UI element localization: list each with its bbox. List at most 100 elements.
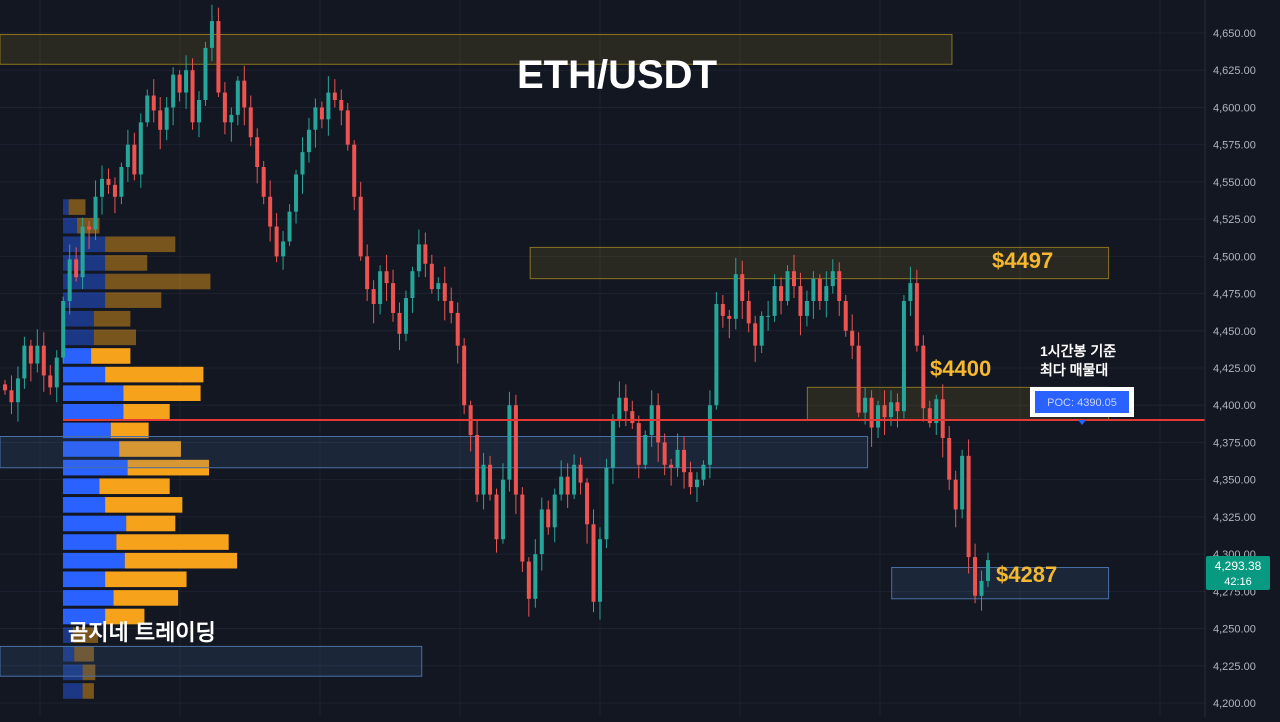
candle-body xyxy=(746,301,751,324)
price-tick-label: 4,425.00 xyxy=(1213,363,1256,375)
candlesticks xyxy=(2,4,991,620)
candle-body xyxy=(371,289,376,304)
candle-body xyxy=(830,271,835,287)
candle-body xyxy=(914,283,919,346)
candle-body xyxy=(242,80,247,108)
candle-body xyxy=(28,345,33,364)
price-tick-label: 4,475.00 xyxy=(1213,289,1256,301)
candle-body xyxy=(656,405,661,443)
candle-body xyxy=(876,405,881,428)
candle-body xyxy=(520,494,525,562)
poc-label-box[interactable]: POC: 4390.05 xyxy=(1030,387,1134,425)
candle-body xyxy=(442,283,447,301)
vp-buy-bar xyxy=(63,441,120,457)
vp-sell-bar xyxy=(123,403,170,420)
vp-sell-bar xyxy=(124,552,238,569)
price-tick-label: 4,450.00 xyxy=(1213,326,1256,338)
candle-body xyxy=(856,345,861,413)
zone-range xyxy=(0,645,423,677)
vp-buy-bar xyxy=(63,310,94,327)
candle-body xyxy=(15,378,20,403)
candle-body xyxy=(960,455,965,510)
vp-buy-bar xyxy=(63,590,114,606)
candle-body xyxy=(61,301,66,358)
vp-sell-bar xyxy=(105,608,145,625)
candle-body xyxy=(766,315,771,317)
candle-body xyxy=(171,74,176,108)
current-price-tag[interactable]: 4,293.38 42:16 xyxy=(1206,556,1270,590)
candle-body xyxy=(222,92,227,123)
candle-body xyxy=(513,405,518,495)
candle-body xyxy=(869,397,874,428)
candle-body xyxy=(882,405,887,418)
vp-sell-bar xyxy=(91,348,131,364)
candle-body xyxy=(850,330,855,346)
vp-sell-bar xyxy=(93,329,137,346)
candle-body xyxy=(35,345,40,364)
vp-buy-bar xyxy=(63,385,124,401)
candle-body xyxy=(9,390,14,403)
price-axis[interactable]: 4,200.004,225.004,250.004,275.004,300.00… xyxy=(1204,0,1256,717)
vp-sell-bar xyxy=(82,683,94,699)
candle-body xyxy=(610,420,615,468)
price-tick-label: 4,375.00 xyxy=(1213,437,1256,449)
candle-body xyxy=(274,226,279,257)
candle-body xyxy=(48,375,53,388)
vp-buy-bar xyxy=(63,683,83,699)
candle-body xyxy=(779,286,784,301)
candle-body xyxy=(953,479,958,510)
candle-body xyxy=(973,557,978,596)
vp-sell-bar xyxy=(105,236,176,253)
price-tick-label: 4,600.00 xyxy=(1213,102,1256,114)
vp-sell-bar xyxy=(119,441,181,457)
candle-body xyxy=(281,241,286,257)
vp-sell-bar xyxy=(113,590,179,606)
candle-body xyxy=(41,345,46,376)
vp-buy-bar xyxy=(63,645,75,662)
vp-sell-bar xyxy=(123,385,201,401)
candle-body xyxy=(80,226,85,278)
candle-body xyxy=(294,174,299,212)
candle-body xyxy=(87,226,92,230)
zone-range xyxy=(0,435,869,469)
vp-sell-bar xyxy=(105,255,148,271)
vp-buy-bar xyxy=(63,403,124,420)
candle-body xyxy=(526,561,531,599)
candle-body xyxy=(397,312,402,334)
candle-body xyxy=(682,449,687,473)
vp-sell-bar xyxy=(93,310,131,327)
candle-body xyxy=(753,323,758,346)
candle-body xyxy=(436,283,441,290)
candle-body xyxy=(138,122,143,175)
candle-body xyxy=(901,301,906,412)
candle-body xyxy=(843,301,848,331)
vp-sell-bar xyxy=(74,645,94,662)
candle-body xyxy=(759,315,764,346)
candle-body xyxy=(572,464,577,495)
candle-body xyxy=(888,402,893,418)
candle-body xyxy=(817,278,822,301)
candle-body xyxy=(798,286,803,316)
price-tick-label: 4,650.00 xyxy=(1213,28,1256,40)
candle-body xyxy=(694,479,699,488)
candle-body xyxy=(617,397,622,421)
volume-profile xyxy=(63,199,238,699)
price-tick-label: 4,350.00 xyxy=(1213,475,1256,487)
candle-body xyxy=(585,482,590,525)
candle-body xyxy=(927,408,932,424)
vp-buy-bar xyxy=(63,627,73,643)
candle-body xyxy=(203,47,208,100)
candle-body xyxy=(675,449,680,468)
candle-body xyxy=(636,423,641,465)
candle-body xyxy=(947,437,952,480)
candle-body xyxy=(229,114,234,123)
candle-body xyxy=(966,455,971,558)
vp-buy-bar xyxy=(63,422,111,439)
zone-supply xyxy=(0,33,953,65)
candle-body xyxy=(979,580,984,596)
candle-body xyxy=(339,100,344,111)
vp-buy-bar xyxy=(63,571,106,588)
candle-body xyxy=(164,107,169,130)
